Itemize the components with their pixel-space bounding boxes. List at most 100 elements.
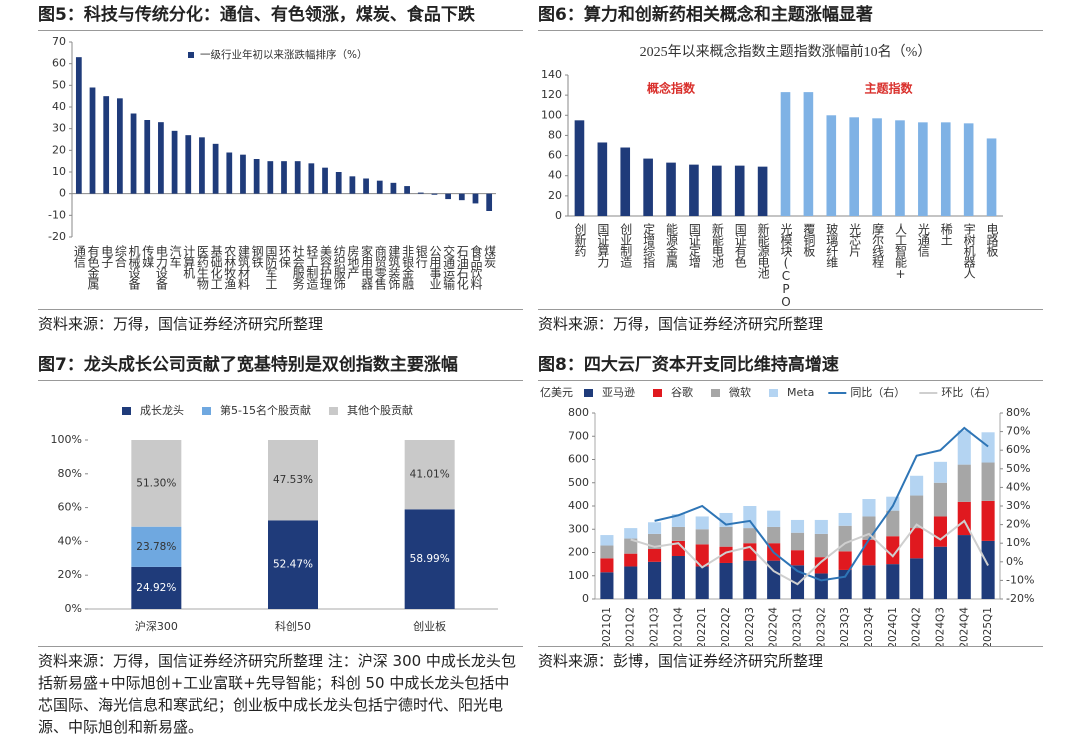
- x-tick-label: 2021Q2: [625, 607, 637, 646]
- bar-segment: [624, 553, 638, 567]
- x-tick-label: 银行: [414, 245, 428, 268]
- bar-segment: [695, 516, 709, 530]
- bar-segment: [671, 526, 685, 541]
- bar-segment: [862, 539, 876, 566]
- figure-caption: 图6：算力和创新药相关概念和主题涨幅显著: [538, 0, 1043, 31]
- x-tick-label: 新能源电池: [756, 222, 770, 279]
- legend-swatch: [584, 389, 593, 397]
- bar-segment: [648, 561, 662, 599]
- legend-swatch: [188, 52, 194, 58]
- bar-segment: [671, 555, 685, 599]
- x-tick-label: 有色金属: [86, 245, 100, 291]
- legend-label: 环比（右）: [941, 385, 996, 399]
- bar: [643, 158, 653, 216]
- bar: [445, 193, 452, 200]
- y-tick-label: 40%: [58, 534, 82, 547]
- bar-segment: [600, 572, 614, 599]
- y-tick-label: 50: [52, 78, 66, 91]
- x-tick-label: 计算机: [182, 245, 196, 279]
- y-tick-label: 80: [548, 128, 562, 141]
- bar: [574, 120, 585, 216]
- x-tick-label: 2021Q3: [649, 607, 661, 646]
- y-tick-label: 20: [548, 189, 562, 202]
- y-tick-label: 10: [52, 165, 66, 178]
- bar-segment: [838, 569, 852, 599]
- bar: [486, 193, 493, 211]
- y2-tick-label: 20%: [1006, 518, 1030, 531]
- bar-segment: [743, 560, 757, 599]
- bar-segment: [862, 565, 876, 599]
- figure-caption: 图8：四大云厂资本开支同比维持高增速: [538, 350, 1043, 381]
- x-tick-label: 综合: [113, 245, 127, 268]
- bar-segment: [910, 495, 924, 529]
- x-tick-label: 创业板: [413, 619, 446, 633]
- value-label: 23.78%: [136, 541, 176, 553]
- x-tick-label: 光芯片: [848, 223, 862, 257]
- bar: [712, 165, 722, 216]
- y-tick-label: 40: [52, 100, 66, 113]
- bar-segment: [957, 535, 971, 599]
- bar: [308, 163, 315, 194]
- x-tick-label: 2025Q1: [982, 607, 994, 646]
- bar-segment: [981, 462, 995, 501]
- bar-segment: [933, 482, 947, 517]
- y-tick-label: 20: [52, 143, 66, 156]
- bar: [363, 178, 369, 194]
- figure-5: 图5：科技与传统分化：通信、有色领涨，煤炭、食品下跌 -20 -10 0 10 20 30…: [38, 0, 523, 335]
- chart: 0 20 40 60 80 100 120 140 2025年以来概念指数主题指数涨幅前10名（…: [541, 43, 1003, 309]
- x-tick-label: 纺织服饰: [332, 245, 346, 290]
- bar: [734, 165, 745, 216]
- x-tick-label: 能源金属: [665, 223, 679, 269]
- bar: [963, 123, 974, 216]
- x-tick-label: 2024Q3: [934, 607, 946, 646]
- x-tick-label: 农林牧渔: [223, 245, 237, 290]
- bar: [89, 87, 96, 194]
- y-tick-label: 80%: [58, 467, 82, 480]
- line-series: [630, 519, 989, 586]
- x-tick-label: 建筑材料: [236, 245, 250, 290]
- bar: [171, 130, 178, 194]
- bar: [849, 117, 859, 216]
- bar-segment: [910, 475, 924, 496]
- bar: [267, 161, 274, 194]
- bar: [620, 147, 631, 216]
- x-tick-label: 轻工制造: [305, 245, 319, 290]
- x-tick-label: 传媒: [141, 244, 155, 268]
- bar-segment: [814, 519, 828, 534]
- x-tick-label: 国防军工: [264, 245, 278, 289]
- x-tick-label: 定增综指: [642, 222, 656, 269]
- bar-segment: [910, 558, 924, 599]
- x-tick-label: 医药生物: [195, 245, 209, 290]
- y-tick-label: 0: [555, 209, 562, 222]
- bar: [472, 193, 479, 204]
- y2-tick-label: 80%: [1006, 406, 1030, 419]
- bar-segment: [600, 545, 614, 559]
- bar: [689, 164, 699, 216]
- x-tick-label: 2021Q4: [672, 607, 684, 646]
- bar: [458, 193, 465, 201]
- source-note: 资料来源：万得，国信证券经济研究所整理: [538, 309, 1043, 335]
- y-tick-label: 40: [548, 169, 562, 182]
- x-tick-label: 2024Q4: [958, 607, 970, 646]
- y-axis-label: 亿美元: [540, 386, 573, 399]
- bar: [826, 115, 837, 216]
- bar-segment: [695, 529, 709, 545]
- bar-segment: [695, 544, 709, 567]
- y-tick-label: 300: [568, 522, 589, 535]
- x-tick-label: 摩尔线程: [871, 222, 885, 269]
- y-tick-label: 70: [52, 35, 66, 48]
- bar: [918, 122, 928, 216]
- bar: [376, 180, 383, 194]
- bar: [757, 166, 768, 216]
- x-tick-label: 煤炭: [483, 245, 497, 269]
- figure-caption: 图5：科技与传统分化：通信、有色领涨，煤炭、食品下跌: [38, 0, 523, 31]
- y-tick-label: 140: [541, 68, 562, 81]
- bar: [349, 176, 356, 194]
- bar-segment: [671, 514, 685, 527]
- legend-label: 一级行业年初以来涨跌幅排序（%）: [200, 48, 367, 61]
- x-tick-label: 稀土: [939, 223, 953, 245]
- bar-segment: [767, 560, 781, 599]
- y-tick-label: 0: [582, 592, 589, 605]
- bar: [130, 113, 137, 194]
